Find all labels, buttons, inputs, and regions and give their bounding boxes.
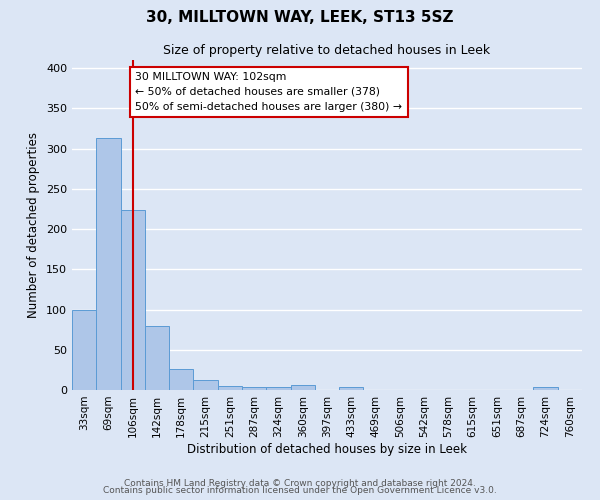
Bar xyxy=(266,387,290,390)
Bar xyxy=(121,210,145,390)
X-axis label: Distribution of detached houses by size in Leek: Distribution of detached houses by size … xyxy=(187,442,467,456)
Title: Size of property relative to detached houses in Leek: Size of property relative to detached ho… xyxy=(163,44,491,58)
Y-axis label: Number of detached properties: Number of detached properties xyxy=(28,132,40,318)
Bar xyxy=(339,387,364,390)
Bar xyxy=(169,369,193,390)
Bar xyxy=(145,326,169,390)
Bar xyxy=(242,387,266,390)
Bar xyxy=(218,386,242,390)
Bar xyxy=(533,387,558,390)
Text: 30 MILLTOWN WAY: 102sqm
← 50% of detached houses are smaller (378)
50% of semi-d: 30 MILLTOWN WAY: 102sqm ← 50% of detache… xyxy=(135,72,402,112)
Bar xyxy=(290,385,315,390)
Text: Contains public sector information licensed under the Open Government Licence v3: Contains public sector information licen… xyxy=(103,486,497,495)
Bar xyxy=(96,138,121,390)
Text: 30, MILLTOWN WAY, LEEK, ST13 5SZ: 30, MILLTOWN WAY, LEEK, ST13 5SZ xyxy=(146,10,454,25)
Bar xyxy=(193,380,218,390)
Text: Contains HM Land Registry data © Crown copyright and database right 2024.: Contains HM Land Registry data © Crown c… xyxy=(124,478,476,488)
Bar xyxy=(72,310,96,390)
